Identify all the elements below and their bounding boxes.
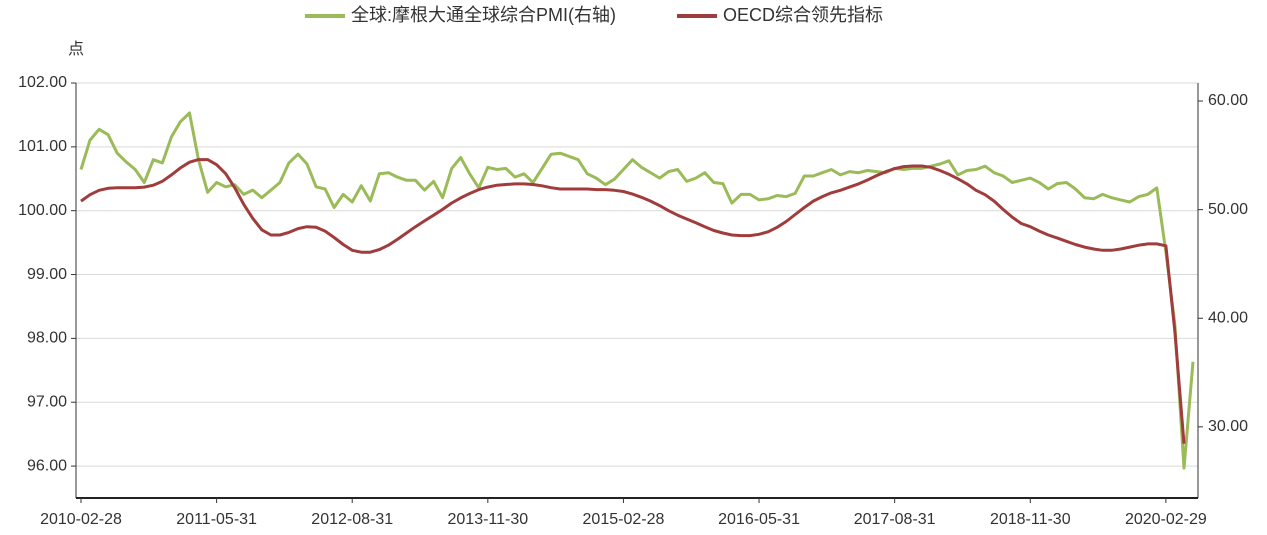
legend-label: 全球:摩根大通全球综合PMI(右轴) xyxy=(351,5,616,25)
y-tick-label: 96.00 xyxy=(27,457,67,474)
x-tick-label: 2013-11-30 xyxy=(448,511,529,528)
y-unit-label: 点 xyxy=(68,40,84,58)
series-line xyxy=(80,158,1186,444)
y-tick-label: 101.00 xyxy=(18,138,67,155)
legend-label: OECD综合领先指标 xyxy=(723,5,883,25)
y-tick-label: 99.00 xyxy=(27,266,67,283)
x-tick-label: 2018-11-30 xyxy=(990,511,1071,528)
y2-tick-label: 40.00 xyxy=(1208,309,1248,326)
y2-tick-label: 30.00 xyxy=(1208,418,1248,435)
x-tick-label: 2017-08-31 xyxy=(854,511,936,528)
y2-tick-label: 50.00 xyxy=(1208,201,1248,218)
x-tick-label: 2016-05-31 xyxy=(718,511,800,528)
x-tick-label: 2020-02-29 xyxy=(1125,511,1207,528)
y-tick-label: 100.00 xyxy=(18,202,67,219)
x-tick-label: 2011-05-31 xyxy=(176,511,257,528)
y-tick-label: 98.00 xyxy=(27,330,67,347)
series-line xyxy=(79,111,1195,470)
x-tick-label: 2012-08-31 xyxy=(311,511,393,528)
y-tick-label: 102.00 xyxy=(18,74,67,91)
x-tick-label: 2015-02-28 xyxy=(583,511,665,528)
x-tick-label: 2010-02-28 xyxy=(40,511,122,528)
y-tick-label: 97.00 xyxy=(27,393,67,410)
y2-tick-label: 60.00 xyxy=(1208,92,1248,109)
